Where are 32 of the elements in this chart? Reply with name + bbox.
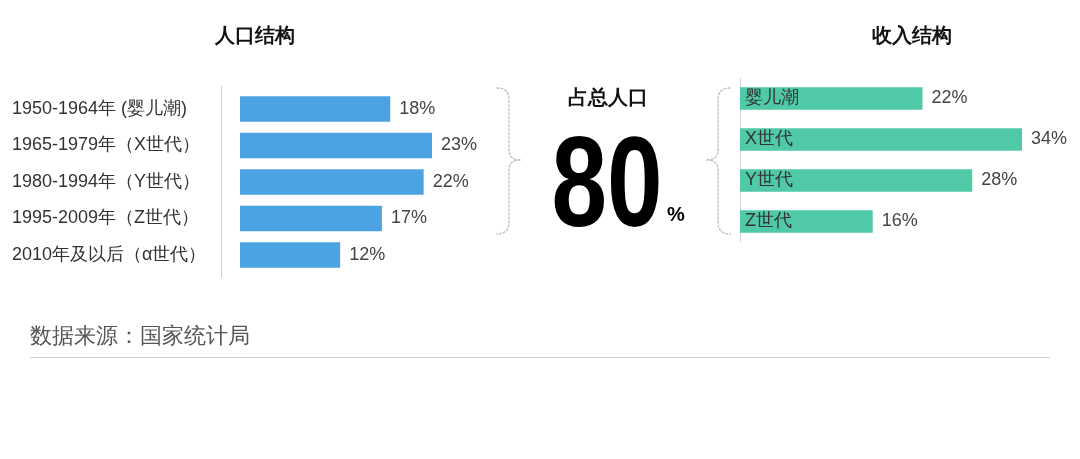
bar [740, 128, 1022, 151]
bar [240, 169, 424, 195]
source-note: 数据来源：国家统计局 [30, 322, 250, 350]
bar [740, 169, 973, 192]
text: % [667, 202, 685, 226]
y-tick-label: Y世代 [745, 169, 794, 190]
data-label: 22% [931, 87, 968, 108]
y-tick-label: 婴儿潮 [745, 87, 799, 108]
data-label: 12% [349, 243, 386, 264]
y-tick-label: X世代 [745, 128, 794, 149]
chart-title: 人口结构 [214, 23, 296, 48]
y-tick-label: 1995-2009年（Z世代） [12, 207, 200, 228]
data-label: 17% [390, 207, 427, 228]
bar [240, 96, 391, 122]
y-tick-label: 1950-1964年 (婴儿潮) [12, 98, 188, 119]
data-label: 28% [981, 169, 1018, 190]
data-label: 22% [432, 170, 469, 191]
bar [240, 132, 432, 159]
chart-title: 收入结构 [871, 23, 953, 48]
bar [740, 210, 873, 233]
data-label: 16% [881, 210, 918, 231]
y-tick-label: 2010年及以后（α世代） [12, 243, 207, 264]
bar [240, 205, 382, 232]
bar [240, 242, 341, 268]
y-tick-label: 1980-1994年（Y世代） [12, 170, 201, 191]
y-tick-label: 1965-1979年（X世代） [12, 134, 201, 155]
data-label: 23% [441, 134, 478, 155]
y-tick-label: Z世代 [745, 210, 792, 231]
data-label: 34% [1031, 128, 1068, 149]
text: 占总人口 [567, 86, 649, 108]
text: 80 [551, 110, 663, 253]
data-label: 18% [399, 98, 436, 119]
